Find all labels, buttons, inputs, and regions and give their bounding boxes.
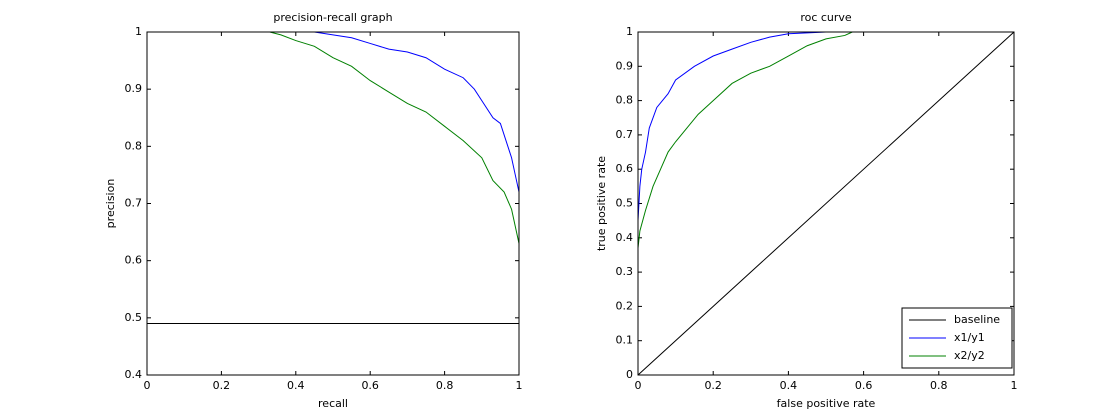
y-tick-label: 0.8 [616, 94, 634, 107]
y-tick-label: 0.9 [616, 59, 634, 72]
x-tick-label: 0.4 [287, 379, 305, 392]
y-tick-label: 0 [626, 368, 633, 381]
y-tick-label: 0.5 [616, 197, 634, 210]
x-tick-label: 0.2 [704, 379, 722, 392]
data-line [277, 31, 520, 227]
x-tick-label: 1 [516, 379, 523, 392]
x-tick-label: 0.4 [780, 379, 798, 392]
x-tick-label: 0.8 [930, 379, 948, 392]
axes-frame [637, 31, 1015, 376]
legend-label: x2/y2 [954, 349, 985, 362]
y-tick-label: 0.8 [125, 139, 143, 152]
data-line [269, 31, 520, 244]
y-tick-label: 1 [626, 25, 633, 38]
legend-label: x1/y1 [954, 331, 985, 344]
y-tick-label: 0.6 [125, 254, 143, 267]
legend-label: baseline [954, 313, 1000, 326]
data-line [637, 31, 827, 221]
x-tick-label: 0 [144, 379, 151, 392]
y-tick-label: 0.4 [616, 231, 634, 244]
y-tick-label: 0.2 [616, 299, 634, 312]
x-tick-label: 0.6 [855, 379, 873, 392]
x-tick-label: 0.2 [213, 379, 231, 392]
axes-frame [146, 31, 520, 376]
y-axis-label: precision [104, 179, 117, 229]
y-tick-label: 0.3 [616, 265, 634, 278]
x-tick-label: 1 [1011, 379, 1018, 392]
y-tick-label: 0.5 [125, 311, 143, 324]
y-tick-label: 0.6 [616, 162, 634, 175]
y-tick-label: 0.4 [125, 368, 143, 381]
y-axis-label: true positive rate [595, 156, 608, 251]
chart-title: roc curve [800, 11, 852, 24]
chart-title: precision-recall graph [273, 11, 392, 24]
x-tick-label: 0 [635, 379, 642, 392]
x-tick-label: 0.8 [436, 379, 454, 392]
y-tick-label: 0.7 [616, 128, 634, 141]
y-tick-label: 1 [135, 25, 142, 38]
y-tick-label: 0.1 [616, 334, 634, 347]
y-tick-label: 0.7 [125, 197, 143, 210]
x-axis-label: false positive rate [777, 397, 876, 410]
x-tick-label: 0.6 [361, 379, 379, 392]
y-tick-label: 0.9 [125, 82, 143, 95]
x-axis-label: recall [318, 397, 348, 410]
data-line [637, 31, 1015, 376]
data-line [637, 31, 853, 249]
plot-area [147, 32, 519, 375]
